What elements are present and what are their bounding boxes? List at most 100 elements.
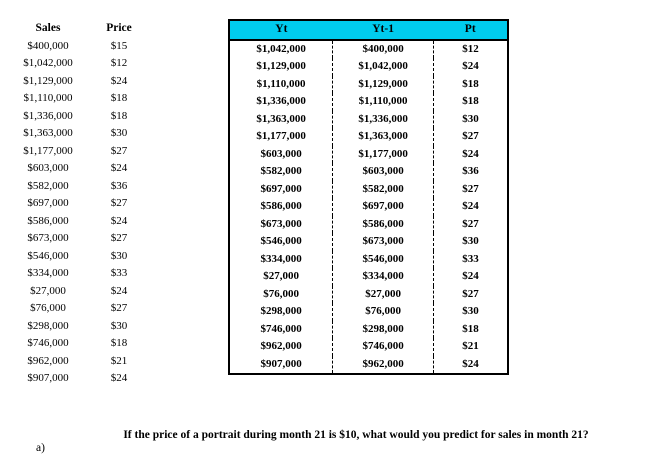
sales-price-row: $334,000 $33 xyxy=(6,265,148,283)
lag-cell: $746,000 xyxy=(332,338,434,356)
sales-price-cell: $697,000 xyxy=(27,197,69,209)
sales-price-row: $603,000 $24 xyxy=(6,160,148,178)
sales-price-cell: $673,000 xyxy=(27,232,69,244)
sales-price-cell: $12 xyxy=(110,57,128,69)
lag-cell: $24 xyxy=(432,355,508,374)
sales-price-cell: $1,042,000 xyxy=(23,57,73,69)
sales-price-cell: $24 xyxy=(110,74,128,87)
sales-column-header: Sales xyxy=(35,22,61,34)
sales-price-row: $697,000 $27 xyxy=(6,195,148,213)
lag-row: $1,129,000 $1,042,000 $24 xyxy=(229,58,508,76)
lag-cell: $18 xyxy=(432,75,508,93)
lag-table: Yt Yt-1 Pt $1,042,000 $400,000 $12 $1,129,0… xyxy=(228,19,509,375)
lag-cell: $12 xyxy=(432,39,508,58)
lag-cell: $546,000 xyxy=(332,250,434,268)
lag-cell: $546,000 xyxy=(260,235,302,247)
sales-price-cell: $546,000 xyxy=(27,249,69,262)
lag-row: $76,000 $27,000 $27 xyxy=(229,285,508,303)
lag-cell: $30 xyxy=(432,110,508,128)
sales-price-cell: $27 xyxy=(110,197,128,209)
sales-price-cell: $1,363,000 xyxy=(23,127,73,139)
sales-price-header-row: Sales Price xyxy=(6,20,148,38)
lag-cell: $334,000 xyxy=(260,252,302,265)
lag-cell: $76,000 xyxy=(332,303,434,321)
lag-cell: $1,336,000 xyxy=(256,95,306,107)
lag-cell: $24 xyxy=(432,145,508,163)
sales-price-cell: $334,000 xyxy=(27,267,69,279)
lag-row: $1,336,000 $1,110,000 $18 xyxy=(229,93,508,111)
sales-price-cell: $962,000 xyxy=(27,354,69,367)
lag-cell: $400,000 xyxy=(332,39,434,58)
question-label: a) xyxy=(36,442,45,454)
lag-cell: $603,000 xyxy=(332,163,434,181)
sales-price-cell: $76,000 xyxy=(30,302,66,314)
lag-cell: $697,000 xyxy=(260,182,302,195)
lag-cell: $24 xyxy=(432,58,508,76)
lag-cell: $30 xyxy=(432,233,508,251)
lag-cell: $334,000 xyxy=(332,268,434,286)
sales-price-row: $582,000 $36 xyxy=(6,178,148,196)
price-column-header: Price xyxy=(106,22,132,34)
lag-row: $334,000 $546,000 $33 xyxy=(229,250,508,268)
lag-row: $907,000 $962,000 $24 xyxy=(229,355,508,374)
lag-cell: $24 xyxy=(432,198,508,216)
sales-price-row: $76,000 $27 xyxy=(6,300,148,318)
lag-cell: $27,000 xyxy=(332,285,434,303)
sales-price-row: $586,000 $24 xyxy=(6,213,148,231)
sales-price-table: Sales Price $400,000 $15 $1,042,000 $12 $1,1… xyxy=(6,20,148,388)
sales-price-cell: $586,000 xyxy=(27,214,69,227)
sales-price-row: $1,363,000 $30 xyxy=(6,125,148,143)
lag-cell: $30 xyxy=(432,303,508,321)
sales-price-cell: $27,000 xyxy=(30,284,66,297)
sales-price-cell: $746,000 xyxy=(27,337,69,349)
sales-price-cell: $30 xyxy=(110,319,128,332)
lag-cell: $27 xyxy=(432,215,508,233)
sales-price-cell: $400,000 xyxy=(27,39,69,52)
lag-cell: $1,129,000 xyxy=(256,60,306,72)
lag-row: $298,000 $76,000 $30 xyxy=(229,303,508,321)
lag-cell: $603,000 xyxy=(260,147,302,160)
lag-cell: $1,110,000 xyxy=(256,77,306,90)
lag-cell: $298,000 xyxy=(260,305,302,317)
sales-price-cell: $18 xyxy=(110,92,128,104)
sales-price-cell: $24 xyxy=(110,372,128,384)
lag-row: $546,000 $673,000 $30 xyxy=(229,233,508,251)
sales-price-cell: $603,000 xyxy=(27,162,69,174)
sales-price-row: $298,000 $30 xyxy=(6,318,148,336)
sales-price-row: $1,129,000 $24 xyxy=(6,73,148,91)
sales-price-cell: $1,336,000 xyxy=(23,109,73,122)
lag-cell: $962,000 xyxy=(260,340,302,352)
yt-column-header: Yt xyxy=(229,20,333,41)
lag-cell: $21 xyxy=(432,338,508,356)
sales-price-row: $907,000 $24 xyxy=(6,370,148,388)
lag-cell: $27 xyxy=(432,285,508,303)
lag-cell: $1,363,000 xyxy=(332,128,434,146)
sales-price-cell: $27 xyxy=(110,232,128,244)
sales-price-row: $27,000 $24 xyxy=(6,283,148,301)
sales-price-cell: $18 xyxy=(110,109,128,122)
sales-price-row: $546,000 $30 xyxy=(6,248,148,266)
sales-price-cell: $36 xyxy=(110,179,128,192)
lag-cell: $27 xyxy=(432,128,508,146)
sales-price-table-body: $400,000 $15 $1,042,000 $12 $1,129,000 $24 $1,… xyxy=(6,38,148,388)
sales-price-row: $962,000 $21 xyxy=(6,353,148,371)
lag-cell: $697,000 xyxy=(332,198,434,216)
lag-cell: $962,000 xyxy=(332,355,434,374)
sales-price-cell: $15 xyxy=(110,39,128,52)
lag-row: $1,042,000 $400,000 $12 xyxy=(229,39,508,58)
lag-table-header-row: Yt Yt-1 Pt xyxy=(229,20,508,41)
lag-row: $697,000 $582,000 $27 xyxy=(229,180,508,198)
lag-cell: $1,129,000 xyxy=(332,75,434,93)
lag-cell: $1,110,000 xyxy=(332,93,434,111)
lag-cell: $907,000 xyxy=(260,357,302,370)
lag-cell: $18 xyxy=(432,93,508,111)
lag-cell: $33 xyxy=(432,250,508,268)
lag-cell: $586,000 xyxy=(260,200,302,212)
sales-price-row: $400,000 $15 xyxy=(6,38,148,56)
sales-price-row: $746,000 $18 xyxy=(6,335,148,353)
sales-price-cell: $21 xyxy=(110,354,128,367)
pt-column-header: Pt xyxy=(433,20,508,41)
lag-row: $746,000 $298,000 $18 xyxy=(229,320,508,338)
sales-price-row: $1,110,000 $18 xyxy=(6,90,148,108)
